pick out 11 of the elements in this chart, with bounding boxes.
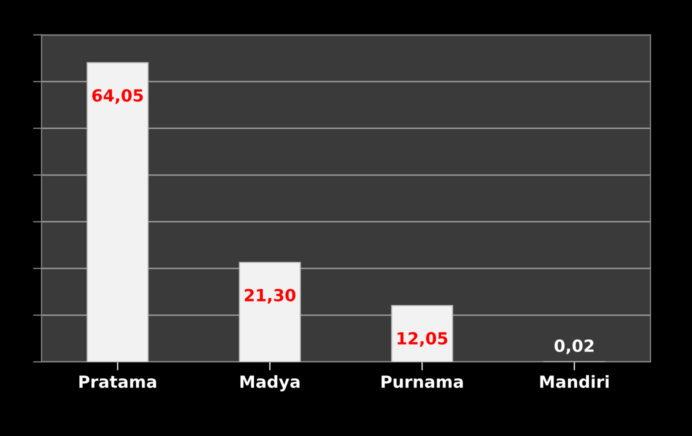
data-label: 0,02: [554, 339, 594, 354]
data-label: 64,05: [92, 89, 143, 104]
bar: [86, 62, 149, 362]
x-tick-label: Pratama: [79, 376, 156, 388]
bar: [391, 305, 454, 362]
data-label: 21,30: [244, 288, 296, 304]
x-tick-label: Madya: [240, 375, 300, 392]
x-tick-label: Mandiri: [540, 375, 609, 388]
bar: [238, 262, 301, 362]
x-tick-label: Purnama: [382, 376, 463, 388]
data-label: 12,05: [398, 332, 448, 347]
